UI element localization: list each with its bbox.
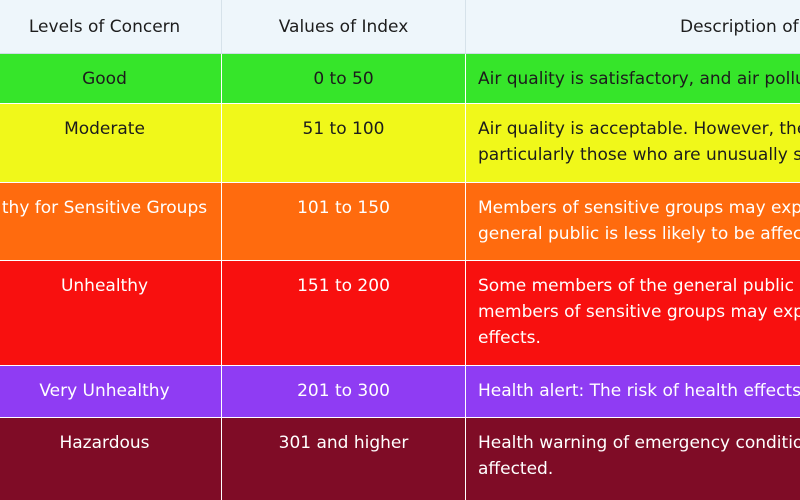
table-row: Unhealthy 151 to 200 Some members of the… <box>0 261 800 366</box>
level-cell: Moderate <box>64 119 145 139</box>
description-line: general public is less likely to be affe… <box>478 224 800 244</box>
range-cell: 101 to 150 <box>221 183 465 260</box>
level-cell: Unhealthy <box>60 276 149 296</box>
description-cell: Air quality is satisfactory, and air pol… <box>465 54 800 103</box>
description-line: particularly those who are unusually s <box>478 145 800 165</box>
range-cell: 151 to 200 <box>221 261 465 365</box>
description-line: Members of sensitive groups may exp <box>478 198 800 218</box>
description-line: members of sensitive groups may exp <box>478 302 800 322</box>
header-levels-of-concern: Levels of Concern <box>28 17 181 37</box>
description-line: Health alert: The risk of health effects <box>478 381 800 401</box>
description-cell: Health warning of emergency conditio aff… <box>465 418 800 500</box>
description-line: Air quality is satisfactory, and air pol… <box>478 69 800 89</box>
description-line: Health warning of emergency conditio <box>478 433 800 453</box>
level-cell: Good <box>82 69 127 89</box>
table-row: Moderate 51 to 100 Air quality is accept… <box>0 104 800 183</box>
table-row: Hazardous 301 and higher Health warning … <box>0 418 800 500</box>
range-cell: 201 to 300 <box>221 366 465 417</box>
table-row: Good 0 to 50 Air quality is satisfactory… <box>0 54 800 104</box>
description-cell: Some members of the general public membe… <box>465 261 800 365</box>
level-cell: Very Unhealthy <box>39 381 170 401</box>
level-cell: thy for Sensitive Groups <box>1 198 208 218</box>
description-line: effects. <box>478 328 541 348</box>
description-cell: Air quality is acceptable. However, the … <box>465 104 800 182</box>
table-row: thy for Sensitive Groups 101 to 150 Memb… <box>0 183 800 261</box>
description-line: affected. <box>478 459 554 479</box>
level-cell: Hazardous <box>59 433 150 453</box>
description-line: Air quality is acceptable. However, the <box>478 119 800 139</box>
range-cell: 51 to 100 <box>221 104 465 182</box>
description-cell: Health alert: The risk of health effects <box>465 366 800 417</box>
range-cell: 0 to 50 <box>221 54 465 103</box>
description-line: Some members of the general public <box>478 276 794 296</box>
table-row: Very Unhealthy 201 to 300 Health alert: … <box>0 366 800 418</box>
description-cell: Members of sensitive groups may exp gene… <box>465 183 800 260</box>
table-header-row: Levels of Concern Values of Index Descri… <box>0 0 800 54</box>
range-cell: 301 and higher <box>221 418 465 500</box>
header-description: Description of <box>465 0 800 53</box>
header-values-of-index: Values of Index <box>221 0 465 53</box>
